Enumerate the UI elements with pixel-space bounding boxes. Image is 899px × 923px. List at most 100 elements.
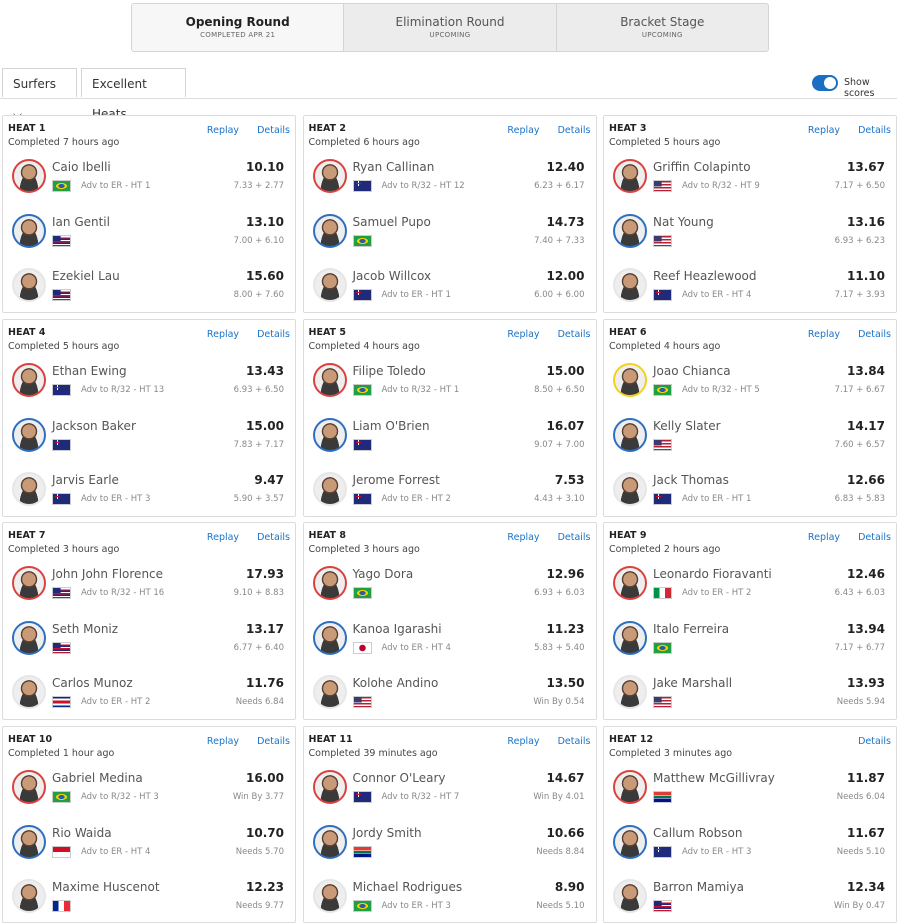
heat-link[interactable]: Details [557, 125, 591, 136]
country-flag [653, 438, 672, 451]
score-detail: Needs 6.04 [836, 792, 885, 802]
round-tab[interactable]: Elimination Round UPCOMING [343, 4, 555, 51]
heat-score: 9.47 [254, 473, 284, 487]
surfer-avatar [613, 213, 647, 248]
excellent-heats-filter[interactable]: Excellent Heats [81, 68, 186, 121]
heat-score: 12.34 [847, 880, 885, 894]
surfer-name: Filipe Toledo [352, 364, 426, 378]
heat-link[interactable]: Details [557, 329, 591, 340]
heat-status: Completed 3 hours ago [8, 544, 120, 555]
surfer-avatar [613, 472, 647, 506]
advance-note: Adv to ER - HT 2 [381, 494, 451, 504]
country-flag [52, 180, 71, 192]
round-tab[interactable]: Opening Round COMPLETED APR 21 [132, 4, 344, 51]
surfer-avatar [12, 213, 46, 248]
tab-status: COMPLETED APR 21 [200, 31, 276, 39]
heat-link[interactable]: Replay [507, 329, 540, 340]
surfer-name: Jerome Forrest [352, 473, 440, 487]
heat-link[interactable]: Details [557, 532, 591, 543]
surfer-name: Matthew McGillivray [653, 771, 775, 785]
country-flag [653, 696, 672, 708]
heat-link[interactable]: Replay [507, 125, 540, 136]
tab-status: UPCOMING [641, 31, 683, 39]
heat-score: 13.84 [847, 364, 885, 378]
score-detail: 6.93 + 6.23 [834, 235, 885, 246]
heat-link[interactable]: Replay [507, 532, 540, 543]
heat-link[interactable]: Replay [507, 736, 540, 747]
score-detail: 7.17 + 3.93 [834, 290, 885, 300]
heat-score: 16.07 [546, 418, 585, 433]
heat-link[interactable]: Replay [807, 329, 841, 340]
surfer-name: Jack Thomas [653, 473, 729, 487]
advance-note: Adv to ER - HT 2 [81, 697, 151, 707]
heat-status: Completed 2 hours ago [609, 544, 721, 555]
heat-card: HEAT 5 Completed 4 hours ago Replay Details… [302, 319, 597, 517]
score-detail: 6.93 + 6.03 [534, 588, 585, 598]
heat-link[interactable]: Replay [206, 329, 240, 340]
heat-link[interactable]: Replay [206, 532, 240, 543]
heat-score: 14.67 [546, 771, 585, 785]
surfer-avatar [12, 620, 46, 655]
surfer-avatar [613, 879, 647, 913]
advance-note: Adv to R/32 - HT 9 [682, 181, 760, 191]
heat-link[interactable]: Replay [206, 125, 240, 136]
heat-card: HEAT 12 Completed 3 minutes ago Details Mat… [603, 726, 897, 923]
heat-status: Completed 5 hours ago [8, 341, 120, 352]
heat-link[interactable]: Details [557, 736, 591, 747]
heat-score: 16.00 [246, 771, 284, 785]
heat-link[interactable]: Details [858, 329, 891, 340]
surfer-avatar [613, 620, 647, 655]
tab-label: Opening Round [185, 15, 290, 29]
heat-link[interactable]: Replay [807, 532, 841, 543]
country-flag [52, 234, 71, 247]
heat-card: HEAT 2 Completed 6 hours ago Replay Details… [302, 115, 597, 313]
score-detail: 9.10 + 8.83 [233, 588, 284, 598]
score-detail: 6.83 + 5.83 [834, 494, 885, 504]
surfer-avatar [613, 268, 647, 302]
surfers-filter[interactable]: Surfers ⌵ [2, 68, 77, 121]
heat-score: 11.76 [246, 676, 284, 690]
heat-title: HEAT 9 [609, 530, 647, 541]
score-detail: 7.60 + 6.57 [834, 439, 885, 450]
heat-title: HEAT 1 [8, 123, 46, 134]
surfer-name: Barron Mamiya [653, 880, 744, 894]
heat-score: 12.40 [546, 160, 585, 174]
country-flag [653, 900, 672, 912]
surfer-name: Caio Ibelli [52, 160, 111, 174]
heat-title: HEAT 8 [308, 530, 346, 541]
country-flag [352, 641, 372, 654]
score-detail: Needs 9.77 [235, 901, 284, 911]
heat-title: HEAT 11 [308, 734, 353, 745]
advance-note: Adv to ER - HT 3 [682, 846, 752, 857]
heat-link[interactable]: Details [858, 532, 891, 543]
heat-link[interactable]: Details [257, 125, 290, 136]
heat-link[interactable]: Details [257, 532, 290, 543]
heat-title: HEAT 5 [308, 327, 346, 338]
heat-link[interactable]: Details [858, 125, 891, 136]
round-tab[interactable]: Bracket Stage UPCOMING [555, 4, 768, 51]
show-scores-toggle[interactable] [812, 75, 838, 91]
heat-link[interactable]: Replay [206, 736, 240, 747]
heat-link[interactable]: Details [257, 736, 290, 747]
surfer-name: Kolohe Andino [352, 676, 439, 690]
surfer-name: Rio Waida [52, 825, 112, 840]
advance-note: Adv to ER - HT 1 [81, 181, 151, 191]
surfer-avatar [312, 159, 347, 193]
score-detail: 6.77 + 6.40 [233, 642, 284, 653]
score-detail: 7.17 + 6.67 [834, 385, 885, 395]
heat-score: 10.66 [546, 825, 585, 840]
heat-score: 12.23 [246, 880, 284, 894]
heat-link[interactable]: Replay [807, 125, 841, 136]
surfer-avatar [312, 472, 347, 506]
surfer-avatar [12, 159, 46, 193]
advance-note: Adv to R/32 - HT 12 [381, 181, 465, 191]
surfer-name: Reef Heazlewood [653, 269, 757, 283]
tab-status: UPCOMING [429, 31, 471, 39]
country-flag [653, 384, 672, 396]
surfer-avatar [312, 363, 347, 397]
heat-score: 12.96 [546, 567, 585, 581]
country-flag [52, 696, 71, 708]
heat-link[interactable]: Details [257, 329, 290, 340]
heat-status: Completed 6 hours ago [308, 137, 420, 148]
heat-link[interactable]: Details [858, 736, 891, 747]
